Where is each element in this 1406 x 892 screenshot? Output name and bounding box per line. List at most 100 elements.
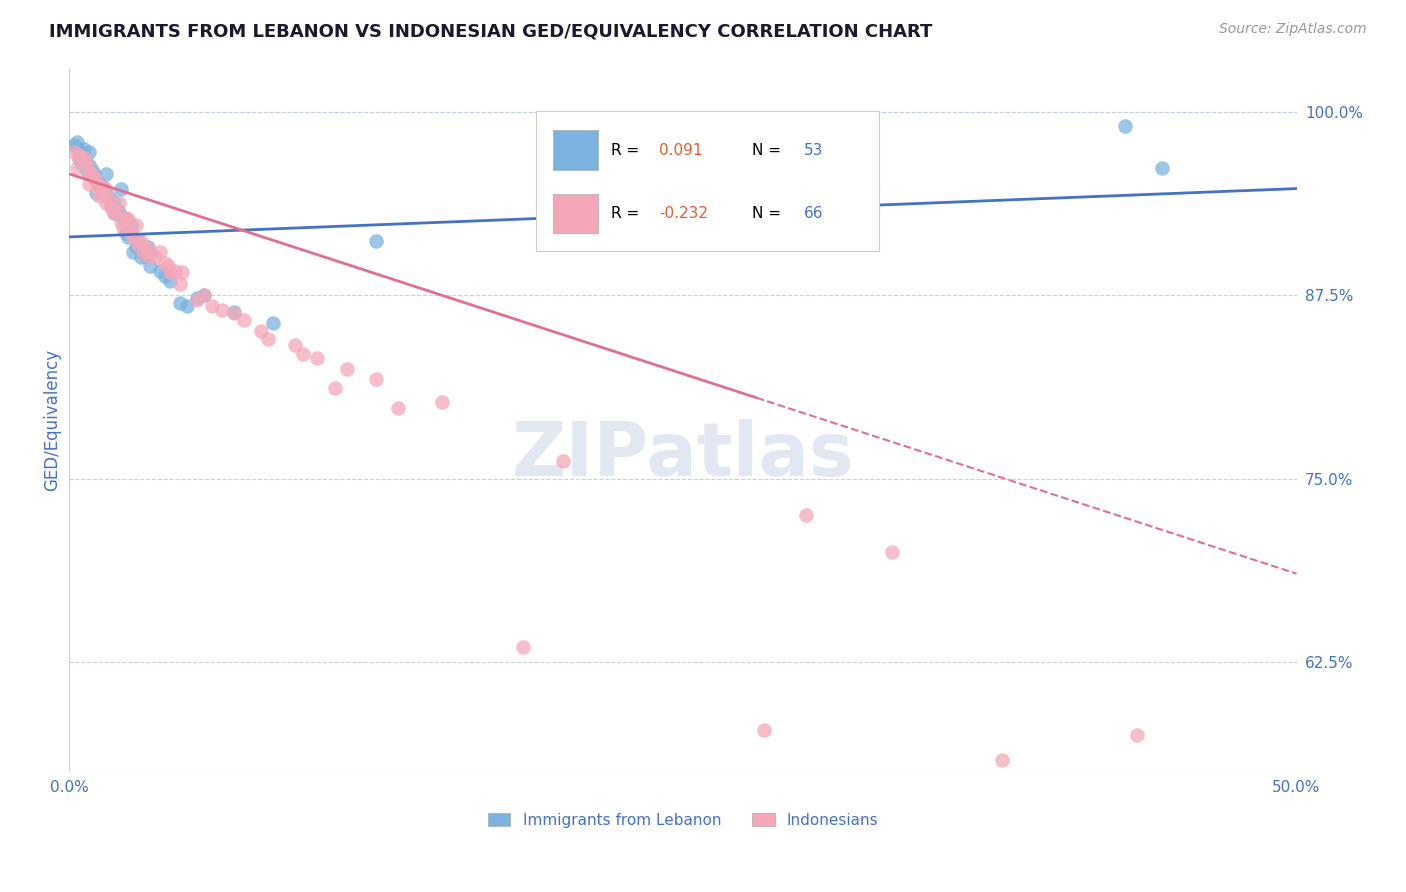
- Point: [66, 135, 89, 149]
- Point: [120, 218, 142, 232]
- Point: [87, 176, 110, 190]
- Point: [551, 454, 574, 468]
- Point: [135, 240, 157, 254]
- Point: [63, 145, 86, 159]
- Point: [96, 196, 118, 211]
- Text: ZIPatlas: ZIPatlas: [512, 418, 855, 491]
- Point: [112, 221, 135, 235]
- Point: [122, 230, 145, 244]
- Point: [366, 372, 388, 386]
- Point: [752, 723, 775, 738]
- Point: [159, 274, 181, 288]
- Point: [149, 263, 172, 277]
- Point: [336, 361, 359, 376]
- Y-axis label: GED/Equivalency: GED/Equivalency: [44, 349, 60, 491]
- Point: [103, 205, 125, 219]
- Point: [80, 162, 103, 177]
- Point: [129, 235, 152, 249]
- Point: [120, 226, 142, 240]
- Point: [132, 244, 155, 259]
- Point: [80, 167, 103, 181]
- Point: [794, 508, 817, 522]
- Point: [83, 171, 105, 186]
- Point: [250, 324, 273, 338]
- Point: [103, 194, 125, 209]
- Point: [110, 215, 132, 229]
- Point: [90, 178, 112, 193]
- Point: [83, 167, 105, 181]
- Point: [139, 244, 162, 259]
- Point: [76, 164, 98, 178]
- Point: [991, 753, 1014, 767]
- Point: [96, 185, 118, 199]
- Point: [87, 177, 110, 191]
- Point: [73, 142, 96, 156]
- Point: [86, 174, 108, 188]
- Point: [127, 237, 149, 252]
- Point: [90, 181, 112, 195]
- Point: [201, 299, 224, 313]
- Point: [1150, 161, 1173, 175]
- Point: [232, 313, 254, 327]
- Point: [156, 259, 179, 273]
- Text: Source: ZipAtlas.com: Source: ZipAtlas.com: [1219, 22, 1367, 37]
- Point: [129, 251, 152, 265]
- Point: [87, 181, 110, 195]
- Point: [63, 137, 86, 152]
- Point: [70, 146, 93, 161]
- Point: [70, 157, 93, 171]
- Point: [211, 303, 233, 318]
- Point: [77, 177, 100, 191]
- Point: [125, 240, 148, 254]
- Point: [73, 151, 96, 165]
- Point: [70, 149, 93, 163]
- Point: [110, 181, 132, 195]
- Point: [257, 332, 280, 346]
- Point: [117, 230, 139, 244]
- Point: [86, 186, 108, 200]
- Point: [96, 186, 118, 200]
- Point: [115, 211, 138, 225]
- Point: [105, 202, 128, 216]
- Point: [193, 288, 215, 302]
- Point: [153, 256, 176, 270]
- Point: [284, 338, 307, 352]
- Point: [97, 192, 120, 206]
- Legend: Immigrants from Lebanon, Indonesians: Immigrants from Lebanon, Indonesians: [481, 806, 884, 834]
- Point: [112, 211, 135, 225]
- Point: [76, 157, 98, 171]
- Point: [136, 240, 159, 254]
- Point: [66, 161, 89, 175]
- Point: [387, 401, 409, 416]
- Point: [512, 640, 534, 654]
- Point: [105, 205, 128, 219]
- Point: [117, 212, 139, 227]
- Point: [96, 167, 118, 181]
- Point: [172, 265, 194, 279]
- Point: [222, 304, 245, 318]
- Point: [93, 181, 115, 195]
- Point: [169, 277, 191, 291]
- Point: [115, 226, 138, 240]
- Point: [291, 347, 314, 361]
- Point: [103, 206, 125, 220]
- Point: [90, 183, 112, 197]
- Point: [149, 244, 172, 259]
- Point: [186, 293, 208, 307]
- Point: [323, 381, 346, 395]
- Point: [193, 288, 215, 302]
- Point: [139, 259, 162, 273]
- Point: [125, 218, 148, 232]
- Point: [136, 249, 159, 263]
- Point: [93, 180, 115, 194]
- Point: [107, 205, 129, 219]
- Point: [135, 249, 157, 263]
- Point: [1114, 119, 1136, 133]
- Point: [100, 201, 122, 215]
- Point: [307, 351, 329, 366]
- Point: [66, 140, 89, 154]
- Point: [169, 295, 191, 310]
- Point: [222, 306, 245, 320]
- Point: [67, 148, 90, 162]
- Point: [262, 316, 284, 330]
